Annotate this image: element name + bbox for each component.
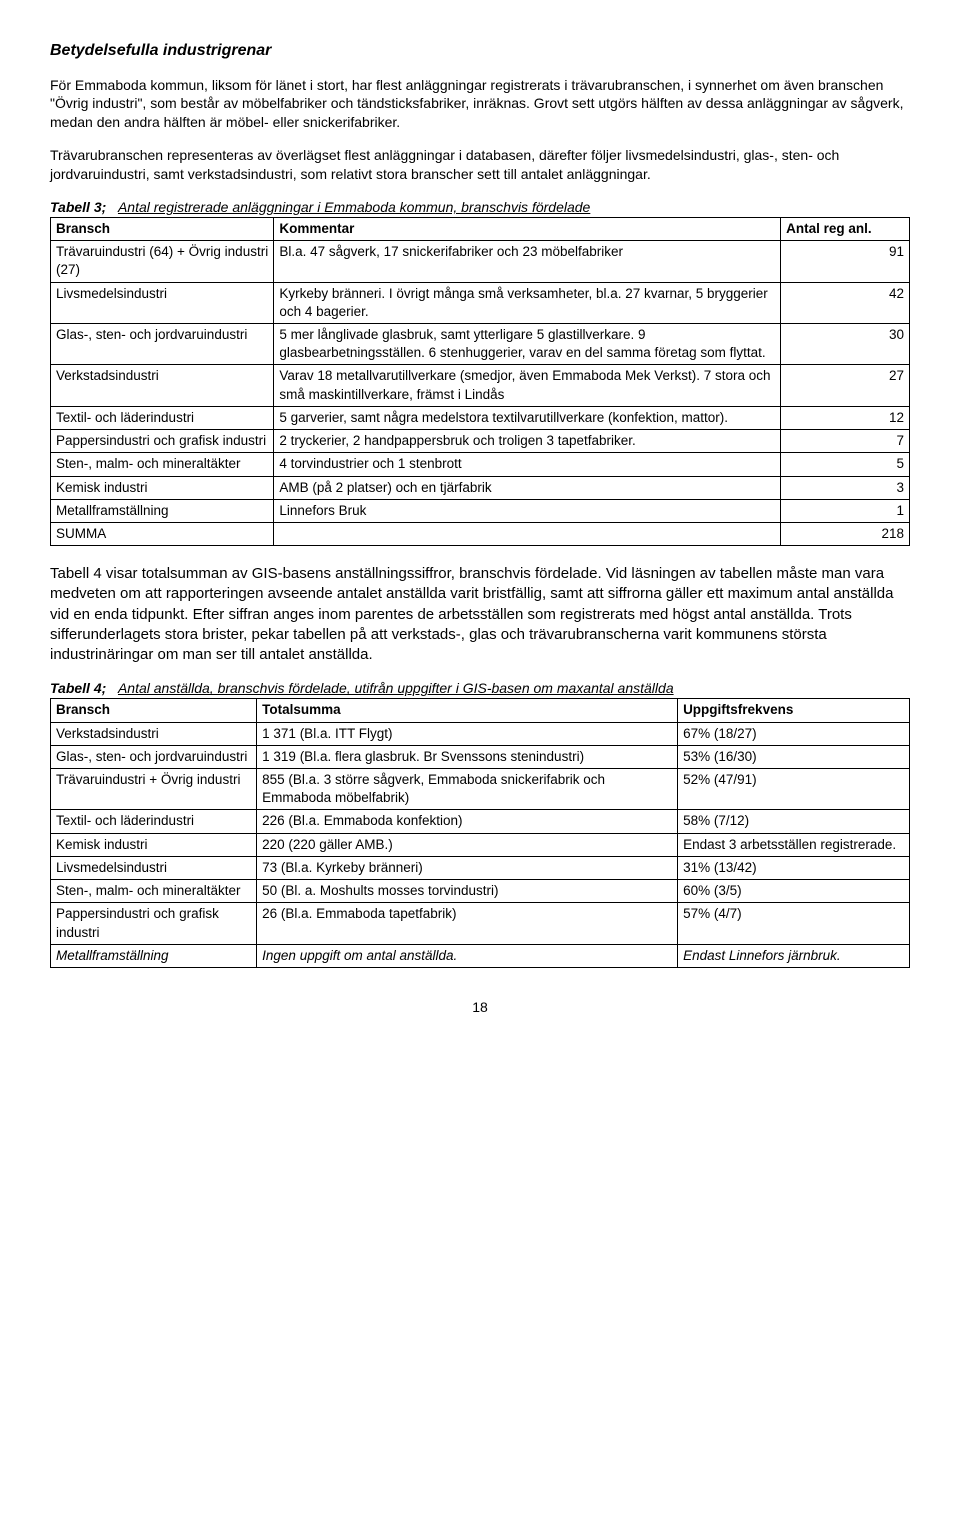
- table-row: Kemisk industriAMB (på 2 platser) och en…: [51, 476, 910, 499]
- table3-cell-antal: 5: [781, 453, 910, 476]
- table3-cell-bransch: Textil- och läderindustri: [51, 406, 274, 429]
- table3-cell-bransch: Livsmedelsindustri: [51, 282, 274, 323]
- table4-cell-bransch: Livsmedelsindustri: [51, 856, 257, 879]
- paragraph-2: Trävarubranschen representeras av överlä…: [50, 146, 910, 184]
- table-row: Livsmedelsindustri73 (Bl.a. Kyrkeby brän…: [51, 856, 910, 879]
- table4-cell-totalsumma: 226 (Bl.a. Emmaboda konfektion): [257, 810, 678, 833]
- table3-cell-kommentar: AMB (på 2 platser) och en tjärfabrik: [274, 476, 781, 499]
- table3-cell-kommentar: 5 mer långlivade glasbruk, samt ytterlig…: [274, 324, 781, 365]
- table-row: Textil- och läderindustri5 garverier, sa…: [51, 406, 910, 429]
- table3-col1-header: Bransch: [51, 217, 274, 240]
- table4-cell-frekvens: 67% (18/27): [678, 722, 910, 745]
- table4-cell-totalsumma: 50 (Bl. a. Moshults mosses torvindustri): [257, 880, 678, 903]
- table3-cell-bransch: Pappersindustri och grafisk industri: [51, 430, 274, 453]
- table-row: MetallframställningIngen uppgift om anta…: [51, 944, 910, 967]
- table3-caption-label: Tabell 3;: [50, 199, 106, 215]
- table4-cell-frekvens: Endast 3 arbetsställen registrerade.: [678, 833, 910, 856]
- table3-sum-label: SUMMA: [51, 523, 274, 546]
- table3-cell-kommentar: 5 garverier, samt några medelstora texti…: [274, 406, 781, 429]
- table-row: Glas-, sten- och jordvaruindustri5 mer l…: [51, 324, 910, 365]
- table3-cell-antal: 3: [781, 476, 910, 499]
- table-row: Pappersindustri och grafisk industri26 (…: [51, 903, 910, 944]
- table-row: Sten-, malm- och mineraltäkter4 torvindu…: [51, 453, 910, 476]
- table4-col3-header: Uppgiftsfrekvens: [678, 699, 910, 722]
- table-row: Trävaruindustri + Övrig industri855 (Bl.…: [51, 769, 910, 810]
- table4-cell-totalsumma: 1 371 (Bl.a. ITT Flygt): [257, 722, 678, 745]
- table3-cell-kommentar: 2 tryckerier, 2 handpappersbruk och trol…: [274, 430, 781, 453]
- table-row: LivsmedelsindustriKyrkeby bränneri. I öv…: [51, 282, 910, 323]
- table4-header-row: Bransch Totalsumma Uppgiftsfrekvens: [51, 699, 910, 722]
- table4: Bransch Totalsumma Uppgiftsfrekvens Verk…: [50, 698, 910, 968]
- table3-cell-antal: 91: [781, 241, 910, 282]
- paragraph-3: Tabell 4 visar totalsumman av GIS-basens…: [50, 564, 910, 665]
- table4-cell-bransch: Glas-, sten- och jordvaruindustri: [51, 745, 257, 768]
- table4-cell-bransch: Pappersindustri och grafisk industri: [51, 903, 257, 944]
- table4-cell-frekvens: 53% (16/30): [678, 745, 910, 768]
- table4-cell-totalsumma: 26 (Bl.a. Emmaboda tapetfabrik): [257, 903, 678, 944]
- table3-cell-antal: 7: [781, 430, 910, 453]
- table4-caption-rest: Antal anställda, branschvis fördelade, u…: [118, 680, 674, 696]
- table4-caption-label: Tabell 4;: [50, 680, 106, 696]
- table3-cell-kommentar: 4 torvindustrier och 1 stenbrott: [274, 453, 781, 476]
- table4-cell-bransch: Trävaruindustri + Övrig industri: [51, 769, 257, 810]
- table4-col2-header: Totalsumma: [257, 699, 678, 722]
- table-row: Textil- och läderindustri226 (Bl.a. Emma…: [51, 810, 910, 833]
- table3-cell-antal: 42: [781, 282, 910, 323]
- table-row: VerkstadsindustriVarav 18 metallvarutill…: [51, 365, 910, 406]
- table-row: Sten-, malm- och mineraltäkter50 (Bl. a.…: [51, 880, 910, 903]
- table4-cell-frekvens: 31% (13/42): [678, 856, 910, 879]
- table4-cell-bransch: Metallframställning: [51, 944, 257, 967]
- table4-cell-frekvens: Endast Linnefors järnbruk.: [678, 944, 910, 967]
- table3-cell-kommentar: Varav 18 metallvarutillverkare (smedjor,…: [274, 365, 781, 406]
- table3-cell-bransch: Glas-, sten- och jordvaruindustri: [51, 324, 274, 365]
- table3-header-row: Bransch Kommentar Antal reg anl.: [51, 217, 910, 240]
- table3-cell-bransch: Metallframställning: [51, 499, 274, 522]
- table3-sum-value: 218: [781, 523, 910, 546]
- table3-cell-kommentar: Bl.a. 47 sågverk, 17 snickerifabriker oc…: [274, 241, 781, 282]
- table4-cell-bransch: Verkstadsindustri: [51, 722, 257, 745]
- table3-cell-bransch: Kemisk industri: [51, 476, 274, 499]
- table3-caption: Tabell 3; Antal registrerade anläggninga…: [50, 198, 910, 217]
- table3-cell-antal: 12: [781, 406, 910, 429]
- table3: Bransch Kommentar Antal reg anl. Trävaru…: [50, 217, 910, 546]
- table-row: Kemisk industri220 (220 gäller AMB.)Enda…: [51, 833, 910, 856]
- table3-cell-antal: 1: [781, 499, 910, 522]
- table4-cell-totalsumma: 220 (220 gäller AMB.): [257, 833, 678, 856]
- paragraph-1: För Emmaboda kommun, liksom för länet i …: [50, 76, 910, 133]
- table4-cell-totalsumma: 855 (Bl.a. 3 större sågverk, Emmaboda sn…: [257, 769, 678, 810]
- table3-cell-kommentar: Kyrkeby bränneri. I övrigt många små ver…: [274, 282, 781, 323]
- table3-cell-kommentar: Linnefors Bruk: [274, 499, 781, 522]
- table3-sum-spacer: [274, 523, 781, 546]
- table4-cell-bransch: Textil- och läderindustri: [51, 810, 257, 833]
- table-row: Glas-, sten- och jordvaruindustri1 319 (…: [51, 745, 910, 768]
- table4-col1-header: Bransch: [51, 699, 257, 722]
- table-row: MetallframställningLinnefors Bruk1: [51, 499, 910, 522]
- table4-cell-bransch: Kemisk industri: [51, 833, 257, 856]
- table4-cell-totalsumma: 1 319 (Bl.a. flera glasbruk. Br Svensson…: [257, 745, 678, 768]
- table3-cell-bransch: Sten-, malm- och mineraltäkter: [51, 453, 274, 476]
- table4-cell-totalsumma: Ingen uppgift om antal anställda.: [257, 944, 678, 967]
- table3-cell-antal: 30: [781, 324, 910, 365]
- table3-summary-row: SUMMA 218: [51, 523, 910, 546]
- table4-cell-frekvens: 52% (47/91): [678, 769, 910, 810]
- table4-cell-bransch: Sten-, malm- och mineraltäkter: [51, 880, 257, 903]
- table-row: Trävaruindustri (64) + Övrig industri (2…: [51, 241, 910, 282]
- section-heading: Betydelsefulla industrigrenar: [50, 40, 910, 62]
- page-number: 18: [50, 998, 910, 1017]
- table4-caption: Tabell 4; Antal anställda, branschvis fö…: [50, 679, 910, 698]
- table3-cell-bransch: Verkstadsindustri: [51, 365, 274, 406]
- table3-caption-rest: Antal registrerade anläggningar i Emmabo…: [118, 199, 590, 215]
- table-row: Verkstadsindustri1 371 (Bl.a. ITT Flygt)…: [51, 722, 910, 745]
- table-row: Pappersindustri och grafisk industri2 tr…: [51, 430, 910, 453]
- table4-cell-frekvens: 58% (7/12): [678, 810, 910, 833]
- table3-col2-header: Kommentar: [274, 217, 781, 240]
- table4-cell-totalsumma: 73 (Bl.a. Kyrkeby bränneri): [257, 856, 678, 879]
- table4-cell-frekvens: 60% (3/5): [678, 880, 910, 903]
- table4-cell-frekvens: 57% (4/7): [678, 903, 910, 944]
- table3-cell-bransch: Trävaruindustri (64) + Övrig industri (2…: [51, 241, 274, 282]
- table3-col3-header: Antal reg anl.: [781, 217, 910, 240]
- table3-cell-antal: 27: [781, 365, 910, 406]
